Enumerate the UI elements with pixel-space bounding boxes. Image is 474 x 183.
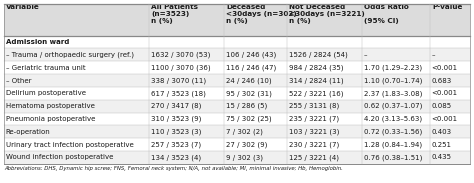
Text: 7 / 302 (2): 7 / 302 (2) bbox=[226, 128, 263, 135]
Text: 338 / 3070 (11): 338 / 3070 (11) bbox=[151, 77, 206, 84]
Text: – Geriatric trauma unit: – Geriatric trauma unit bbox=[6, 65, 85, 71]
Text: 0.72 (0.33–1.56): 0.72 (0.33–1.56) bbox=[364, 128, 422, 135]
Text: <0.001: <0.001 bbox=[432, 65, 458, 71]
Text: 0.76 (0.38–1.51): 0.76 (0.38–1.51) bbox=[364, 154, 422, 161]
Text: 314 / 2824 (11): 314 / 2824 (11) bbox=[289, 77, 344, 84]
Text: Deceased
<30days (n=302)
n (%): Deceased <30days (n=302) n (%) bbox=[226, 4, 297, 24]
Text: 0.435: 0.435 bbox=[432, 154, 452, 160]
Text: 0.62 (0.37–1.07): 0.62 (0.37–1.07) bbox=[364, 103, 422, 109]
Text: Variable: Variable bbox=[6, 4, 40, 10]
Text: 257 / 3523 (7): 257 / 3523 (7) bbox=[151, 141, 201, 148]
Text: 125 / 3221 (4): 125 / 3221 (4) bbox=[289, 154, 339, 161]
Text: 1.10 (0.70–1.74): 1.10 (0.70–1.74) bbox=[364, 77, 422, 84]
Bar bbox=[4, 48, 470, 61]
Text: Not Deceased
<30days (n=3221)
n (%): Not Deceased <30days (n=3221) n (%) bbox=[289, 4, 365, 24]
Text: 110 / 3523 (3): 110 / 3523 (3) bbox=[151, 128, 201, 135]
Bar bbox=[4, 87, 470, 100]
Text: 9 / 302 (3): 9 / 302 (3) bbox=[226, 154, 263, 161]
Bar bbox=[4, 113, 470, 125]
Text: 27 / 302 (9): 27 / 302 (9) bbox=[226, 141, 267, 148]
Text: 984 / 2824 (35): 984 / 2824 (35) bbox=[289, 64, 343, 71]
Bar bbox=[4, 4, 470, 36]
Text: Wound infection postoperative: Wound infection postoperative bbox=[6, 154, 113, 160]
Text: 106 / 246 (43): 106 / 246 (43) bbox=[226, 52, 276, 58]
Text: Re-operation: Re-operation bbox=[6, 129, 50, 135]
Text: 270 / 3417 (8): 270 / 3417 (8) bbox=[151, 103, 201, 109]
Text: All Patients
(n=3523)
n (%): All Patients (n=3523) n (%) bbox=[152, 4, 199, 24]
Bar bbox=[4, 100, 470, 113]
Text: Odds Ratio

(95% CI): Odds Ratio (95% CI) bbox=[364, 4, 409, 24]
Text: 134 / 3523 (4): 134 / 3523 (4) bbox=[151, 154, 201, 161]
Bar bbox=[4, 138, 470, 151]
Text: –: – bbox=[432, 52, 435, 58]
Text: 75 / 302 (25): 75 / 302 (25) bbox=[226, 116, 272, 122]
Text: 116 / 246 (47): 116 / 246 (47) bbox=[226, 64, 276, 71]
Text: – Trauma / orthopaedic surgery (ref.): – Trauma / orthopaedic surgery (ref.) bbox=[6, 52, 134, 58]
Text: P-value: P-value bbox=[432, 4, 463, 10]
Bar bbox=[4, 61, 470, 74]
Bar bbox=[4, 36, 470, 48]
Text: 617 / 3523 (18): 617 / 3523 (18) bbox=[151, 90, 206, 97]
Text: 0.683: 0.683 bbox=[432, 78, 452, 83]
Text: 2.37 (1.83–3.08): 2.37 (1.83–3.08) bbox=[364, 90, 422, 97]
Text: 1.70 (1.29–2.23): 1.70 (1.29–2.23) bbox=[364, 64, 422, 71]
Text: 1632 / 3070 (53): 1632 / 3070 (53) bbox=[151, 52, 210, 58]
Bar bbox=[4, 151, 470, 164]
Text: 1526 / 2824 (54): 1526 / 2824 (54) bbox=[289, 52, 347, 58]
Text: Hematoma postoperative: Hematoma postoperative bbox=[6, 103, 94, 109]
Text: 24 / 246 (10): 24 / 246 (10) bbox=[226, 77, 272, 84]
Text: 103 / 3221 (3): 103 / 3221 (3) bbox=[289, 128, 339, 135]
Text: 95 / 302 (31): 95 / 302 (31) bbox=[226, 90, 272, 97]
Text: – Other: – Other bbox=[6, 78, 31, 83]
Text: 230 / 3221 (7): 230 / 3221 (7) bbox=[289, 141, 339, 148]
Text: Urinary tract infection postoperative: Urinary tract infection postoperative bbox=[6, 142, 134, 147]
Text: 522 / 3221 (16): 522 / 3221 (16) bbox=[289, 90, 343, 97]
Text: –: – bbox=[364, 52, 367, 58]
Text: 0.251: 0.251 bbox=[432, 142, 452, 147]
Text: 15 / 286 (5): 15 / 286 (5) bbox=[226, 103, 267, 109]
Text: 1.28 (0.84–1.94): 1.28 (0.84–1.94) bbox=[364, 141, 422, 148]
Text: 0.403: 0.403 bbox=[432, 129, 452, 135]
Text: 1100 / 3070 (36): 1100 / 3070 (36) bbox=[151, 64, 210, 71]
Bar bbox=[4, 125, 470, 138]
Text: 310 / 3523 (9): 310 / 3523 (9) bbox=[151, 116, 201, 122]
Text: 235 / 3221 (7): 235 / 3221 (7) bbox=[289, 116, 339, 122]
Text: Admission ward: Admission ward bbox=[6, 39, 69, 45]
Text: Pneumonia postoperative: Pneumonia postoperative bbox=[6, 116, 95, 122]
Text: 255 / 3131 (8): 255 / 3131 (8) bbox=[289, 103, 339, 109]
Text: 0.085: 0.085 bbox=[432, 103, 452, 109]
Text: 4.20 (3.13–5.63): 4.20 (3.13–5.63) bbox=[364, 116, 422, 122]
Bar bbox=[4, 74, 470, 87]
Text: Abbreviations: DHS, Dynamic hip screw; FNS, Femoral neck system; N/A, not availa: Abbreviations: DHS, Dynamic hip screw; F… bbox=[4, 166, 343, 171]
Text: <0.001: <0.001 bbox=[432, 90, 458, 96]
Text: Delirium postoperative: Delirium postoperative bbox=[6, 90, 86, 96]
Text: <0.001: <0.001 bbox=[432, 116, 458, 122]
